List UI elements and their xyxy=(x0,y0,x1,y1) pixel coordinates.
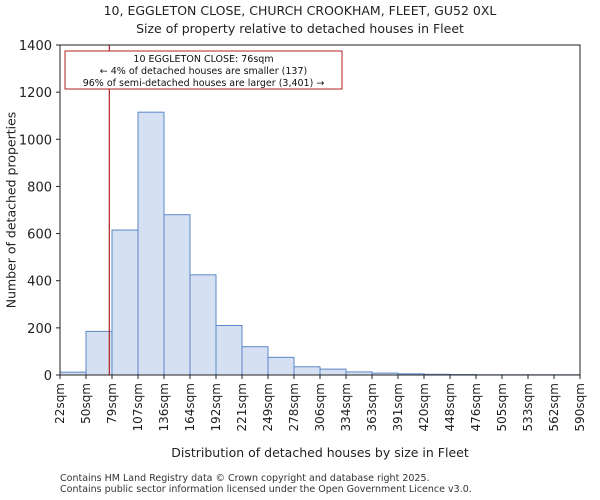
x-tick-label: 192sqm xyxy=(209,383,223,431)
y-tick-label: 1400 xyxy=(19,39,52,54)
x-tick-label: 420sqm xyxy=(417,383,431,431)
bars-group xyxy=(59,111,581,376)
title-line-1: 10, EGGLETON CLOSE, CHURCH CROOKHAM, FLE… xyxy=(103,3,497,18)
x-tick-label: 590sqm xyxy=(573,383,587,431)
annotation-line-1: 10 EGGLETON CLOSE: 76sqm xyxy=(133,54,273,65)
x-tick-label: 448sqm xyxy=(443,383,457,431)
title-line-2: Size of property relative to detached ho… xyxy=(136,21,464,36)
y-tick-label: 1000 xyxy=(19,133,52,148)
x-tick-label: 334sqm xyxy=(339,383,353,431)
y-tick-label: 600 xyxy=(27,228,52,243)
x-axis-label: Distribution of detached houses by size … xyxy=(171,445,469,460)
annotation-line-3: 96% of semi-detached houses are larger (… xyxy=(83,78,325,89)
x-tick-label: 107sqm xyxy=(131,383,145,431)
bar-306sqm xyxy=(319,368,347,376)
annotation-box: 10 EGGLETON CLOSE: 76sqm ← 4% of detache… xyxy=(64,50,343,90)
y-tick-label: 0 xyxy=(44,369,52,384)
y-axis: 0 200 400 600 800 1000 1200 1400 xyxy=(19,39,60,384)
chart-title: 10, EGGLETON CLOSE, CHURCH CROOKHAM, FLE… xyxy=(0,2,600,38)
x-tick-label: 562sqm xyxy=(547,383,561,431)
bar-221sqm xyxy=(241,346,269,376)
x-tick-label: 391sqm xyxy=(391,383,405,431)
annotation-line-2: ← 4% of detached houses are smaller (137… xyxy=(100,66,307,77)
x-tick-label: 306sqm xyxy=(313,383,327,431)
bar-79sqm xyxy=(111,229,139,376)
footer: Contains HM Land Registry data © Crown c… xyxy=(60,473,472,495)
x-tick-label: 22sqm xyxy=(53,383,67,424)
y-tick-label: 400 xyxy=(27,275,52,290)
y-tick-label: 200 xyxy=(27,322,52,337)
bar-50sqm xyxy=(85,330,113,376)
bar-164sqm xyxy=(189,274,217,376)
footer-line-2: Contains public sector information licen… xyxy=(60,484,472,495)
x-tick-label: 363sqm xyxy=(365,383,379,431)
bar-107sqm xyxy=(137,111,165,376)
y-axis-label: Number of detached properties xyxy=(4,112,19,309)
x-tick-label: 221sqm xyxy=(235,383,249,431)
annotation-border xyxy=(64,50,343,90)
x-tick-label: 79sqm xyxy=(105,383,119,424)
bar-136sqm xyxy=(163,214,191,376)
x-tick-label: 533sqm xyxy=(521,383,535,431)
x-tick-label: 505sqm xyxy=(495,383,509,431)
x-tick-label: 50sqm xyxy=(79,383,93,424)
footer-line-1: Contains HM Land Registry data © Crown c… xyxy=(60,473,430,484)
x-tick-label: 136sqm xyxy=(157,383,171,431)
x-tick-label: 249sqm xyxy=(261,383,275,431)
plot-frame xyxy=(59,44,581,376)
y-tick-label: 800 xyxy=(27,180,52,195)
x-axis: 22sqm 50sqm 79sqm 107sqm 136sqm 164sqm 192sqm 2… xyxy=(53,375,587,431)
x-tick-label: 278sqm xyxy=(287,383,301,431)
bar-192sqm xyxy=(215,325,243,376)
bar-249sqm xyxy=(267,356,295,376)
x-tick-label: 476sqm xyxy=(469,383,483,431)
bar-278sqm xyxy=(293,366,321,376)
x-tick-label: 164sqm xyxy=(183,383,197,431)
y-tick-label: 1200 xyxy=(19,86,52,101)
